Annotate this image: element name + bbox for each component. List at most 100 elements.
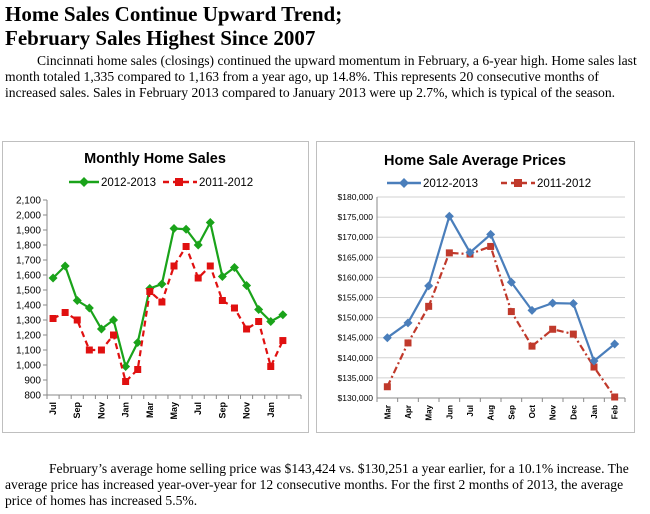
average-prices-chart-panel: Home Sale Average Prices 2012-2013 2011-20… [316, 141, 635, 433]
data-point-2011-2012 [158, 298, 166, 306]
data-point-2012-2013 [217, 272, 227, 281]
closing-paragraph: February’s average home selling price wa… [5, 461, 629, 508]
data-point-2012-2013 [465, 247, 475, 257]
data-point-2012-2013 [548, 298, 558, 308]
data-point-2012-2013 [48, 273, 58, 283]
data-point-2011-2012 [97, 346, 105, 354]
legend-label-2011-2012: 2011-2012 [537, 178, 591, 190]
x-tick-label: Nov [549, 404, 558, 420]
data-point-2011-2012 [110, 331, 118, 339]
series-line-2011-2012 [52, 244, 284, 384]
data-point-2011-2012 [230, 304, 238, 312]
data-point-2011-2012 [61, 309, 69, 316]
data-point-2011-2012 [206, 262, 214, 270]
chart-title: Monthly Home Sales [84, 151, 226, 167]
y-tick-label: 1,100 [16, 346, 41, 357]
y-tick-label: $140,000 [338, 353, 374, 363]
data-point-2011-2012 [590, 363, 598, 371]
y-tick-label: $150,000 [338, 313, 374, 323]
legend-label-2012-2013: 2012-2013 [423, 178, 478, 190]
data-point-2012-2013 [444, 211, 454, 221]
legend-marker-2012-2013 [79, 177, 89, 187]
data-point-2011-2012 [569, 330, 577, 338]
data-point-2011-2012 [528, 342, 536, 350]
y-tick-label: 1,200 [16, 331, 41, 342]
legend-marker-2011-2012 [514, 179, 522, 187]
data-point-2012-2013 [109, 315, 119, 325]
data-point-2012-2013 [193, 240, 203, 250]
x-tick-label: Jul [466, 405, 475, 417]
x-tick-label: Dec [569, 404, 578, 419]
x-tick-label: Feb [611, 405, 620, 419]
y-tick-label: 1,500 [16, 286, 41, 297]
data-point-2011-2012 [182, 243, 190, 250]
x-tick-label: Jun [445, 405, 454, 419]
data-point-2012-2013 [506, 277, 516, 287]
data-point-2011-2012 [170, 262, 178, 270]
x-tick-label: Aug [487, 405, 496, 421]
y-tick-label: 1,000 [16, 361, 41, 372]
data-point-2012-2013 [568, 299, 578, 309]
data-point-2012-2013 [169, 224, 179, 233]
x-tick-label: Mar [145, 402, 155, 419]
monthly-home-sales-chart: Monthly Home Sales 2012-2013 2011-2012 2,10… [16, 151, 302, 420]
x-tick-label: Jan [266, 402, 276, 418]
data-point-2012-2013 [133, 338, 143, 347]
data-point-2011-2012 [279, 337, 287, 345]
chart-title: Home Sale Average Prices [384, 153, 566, 169]
data-point-2011-2012 [243, 325, 251, 333]
data-point-2012-2013 [527, 305, 537, 315]
data-point-2012-2013 [403, 318, 413, 328]
data-point-2012-2013 [242, 281, 252, 290]
data-point-2011-2012 [445, 249, 453, 257]
headline-line-2: February Sales Highest Since 2007 [5, 26, 316, 50]
y-tick-label: 900 [24, 376, 41, 387]
x-tick-label: Oct [528, 405, 537, 419]
data-point-2011-2012 [507, 308, 515, 316]
legend-label-2012-2013: 2012-2013 [101, 177, 156, 189]
data-point-2012-2013 [96, 324, 106, 334]
x-tick-label: Jan [121, 402, 131, 418]
x-tick-label: May [169, 402, 179, 420]
data-point-2012-2013 [486, 229, 496, 239]
y-tick-label: 1,700 [16, 256, 41, 267]
x-tick-label: Apr [404, 405, 413, 419]
y-tick-label: 1,300 [16, 316, 41, 327]
y-tick-label: 2,100 [16, 196, 41, 207]
data-point-2012-2013 [205, 218, 215, 227]
data-point-2011-2012 [255, 318, 263, 325]
headline-line-1: Home Sales Continue Upward Trend; [5, 2, 343, 26]
data-point-2012-2013 [278, 310, 288, 320]
average-prices-chart: Home Sale Average Prices 2012-2013 2011-20… [338, 153, 626, 421]
y-tick-label: $165,000 [338, 252, 374, 262]
y-tick-label: 2,000 [16, 211, 41, 222]
data-point-2012-2013 [424, 281, 434, 291]
legend-label-2011-2012: 2011-2012 [199, 177, 253, 189]
intro-paragraph: Cincinnati home sales (closings) continu… [5, 53, 637, 100]
data-point-2012-2013 [60, 261, 70, 271]
data-point-2012-2013 [84, 303, 94, 313]
data-point-2012-2013 [266, 317, 276, 326]
y-tick-label: 800 [24, 391, 41, 402]
headline: Home Sales Continue Upward Trend; Februa… [5, 2, 342, 50]
y-tick-label: 1,800 [16, 241, 41, 252]
y-tick-label: 1,400 [16, 301, 41, 312]
data-point-2011-2012 [122, 378, 130, 385]
data-point-2011-2012 [383, 383, 391, 391]
x-tick-label: Jan [590, 405, 599, 419]
legend-marker-2012-2013 [399, 178, 409, 188]
y-tick-label: 1,900 [16, 226, 41, 237]
y-tick-label: $175,000 [338, 212, 374, 222]
x-tick-label: May [425, 404, 434, 420]
y-tick-label: $130,000 [338, 393, 374, 403]
y-tick-label: $170,000 [338, 232, 374, 242]
data-point-2012-2013 [157, 279, 167, 289]
series-line-2012-2013 [386, 213, 616, 363]
data-point-2011-2012 [404, 339, 412, 347]
data-point-2011-2012 [611, 393, 619, 401]
y-tick-label: $135,000 [338, 373, 374, 383]
data-point-2012-2013 [181, 224, 191, 234]
data-point-2011-2012 [85, 346, 93, 354]
y-tick-label: 1,600 [16, 271, 41, 282]
data-point-2011-2012 [194, 274, 202, 282]
